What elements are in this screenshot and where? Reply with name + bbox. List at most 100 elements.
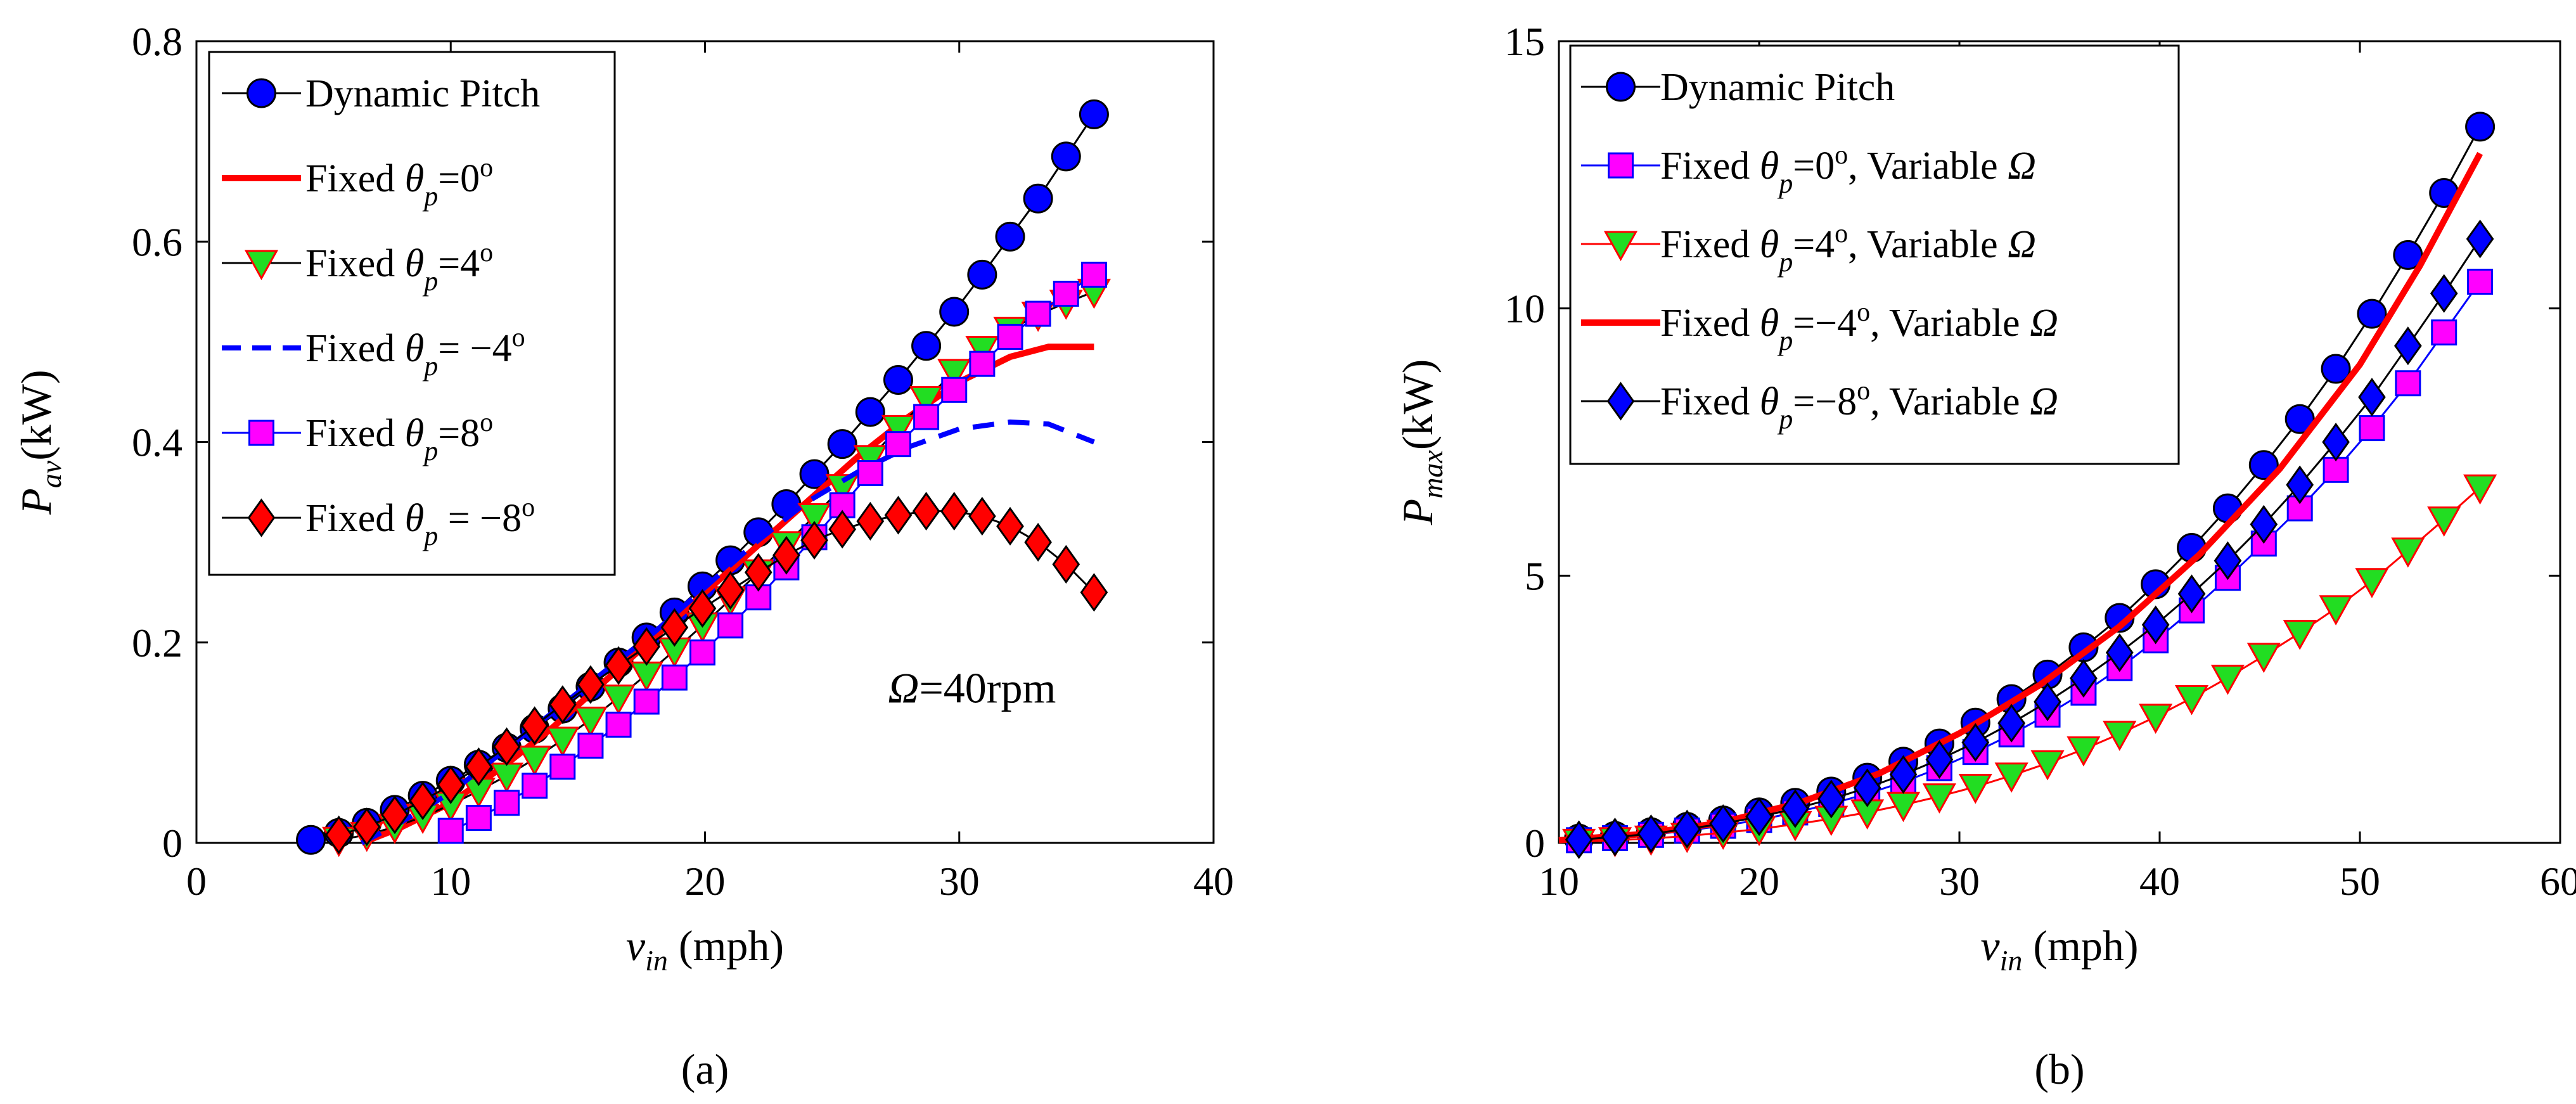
legend-label: Fixed θp=8o​ — [305, 408, 493, 466]
data-point — [577, 665, 605, 704]
x-axis-symbol: v — [626, 921, 646, 970]
data-point — [2393, 326, 2422, 366]
data-point — [965, 335, 999, 366]
data-point — [799, 459, 830, 489]
y-tick-label: 0 — [162, 821, 183, 866]
y-tick-label: 0.4 — [132, 420, 183, 465]
data-point — [1079, 99, 1109, 129]
data-point — [1023, 183, 1053, 214]
y-tick-label: 0.2 — [132, 620, 183, 665]
x-axis-label: vin (mph) — [1980, 921, 2138, 977]
legend-box — [208, 51, 616, 576]
data-point — [1024, 523, 1052, 562]
x-tick-label: 60 — [2540, 859, 2576, 904]
data-point — [629, 661, 663, 692]
annotation-symbol: Ω — [888, 664, 919, 712]
data-point — [1781, 789, 1809, 828]
y-tick-label: 10 — [1504, 286, 1545, 331]
data-point — [2395, 370, 2421, 397]
legend-marker — [244, 250, 279, 281]
legend-label: Fixed θp=0o​ — [305, 153, 493, 212]
data-point — [2284, 404, 2315, 434]
x-tick-label: 10 — [1539, 859, 1579, 904]
legend-label: Fixed θp = −8o​ — [305, 493, 535, 551]
data-point — [881, 414, 916, 446]
y-axis-label: Pmax(kW) — [1394, 359, 1449, 526]
data-point — [1997, 703, 2026, 743]
data-point — [1922, 783, 1956, 814]
legend-marker — [1606, 382, 1635, 421]
data-point — [1025, 300, 1051, 327]
data-point — [2248, 450, 2279, 480]
data-point — [1080, 261, 1107, 288]
data-point — [717, 612, 744, 639]
series-line — [360, 419, 1095, 845]
legend-box — [1569, 44, 2180, 465]
legend-label: Fixed θp=4o, Variable Ω — [1660, 219, 2036, 278]
data-point — [912, 492, 940, 531]
data-point — [800, 520, 828, 560]
legend-marker — [1608, 152, 1634, 179]
legend-marker — [1606, 72, 1636, 102]
x-axis-unit: (mph) — [668, 921, 784, 970]
data-point — [939, 297, 970, 327]
data-point — [2431, 319, 2457, 346]
data-point — [2103, 721, 2137, 752]
y-axis-symbol: P — [1394, 499, 1442, 526]
x-tick-label: 40 — [1193, 859, 1234, 904]
legend-entry: Fixed θp=0o​ — [222, 153, 493, 212]
x-axis-symbol: v — [1980, 921, 2000, 970]
y-axis-label: Pav(kW) — [12, 369, 67, 515]
data-point — [489, 762, 524, 793]
data-point — [518, 745, 552, 776]
legend-entry: Fixed θp=0o, Variable Ω — [1581, 141, 2036, 199]
annotation: Ω=40rpm — [888, 664, 1056, 712]
data-point — [2214, 541, 2242, 581]
data-point — [605, 646, 632, 685]
legend-entry: Fixed θp=4o, Variable Ω — [1581, 219, 2036, 278]
data-point — [465, 747, 493, 786]
data-point — [913, 404, 940, 430]
data-point — [995, 221, 1025, 252]
plot-frame — [1558, 40, 2561, 844]
legend-label: Dynamic Pitch — [305, 72, 540, 115]
data-point — [548, 685, 577, 724]
data-point — [1709, 804, 1737, 844]
x-tick-label: 40 — [2139, 859, 2180, 904]
data-point — [465, 804, 492, 831]
y-axis-unit: (kW) — [1394, 359, 1442, 450]
data-point — [911, 331, 942, 361]
data-point — [2319, 595, 2353, 626]
data-point — [884, 496, 913, 535]
data-point — [909, 386, 944, 416]
series-line — [1579, 487, 2481, 843]
data-point — [2139, 703, 2173, 735]
legend-entry: Fixed θp=4o​ — [222, 238, 493, 297]
data-point — [937, 359, 971, 389]
y-tick-label: 0.8 — [132, 19, 183, 64]
data-point — [2105, 633, 2134, 672]
data-point — [2323, 456, 2349, 483]
data-point — [2177, 574, 2206, 613]
data-point — [2283, 620, 2317, 650]
data-point — [1053, 280, 1079, 307]
data-point — [2466, 219, 2494, 259]
legend-entry: Fixed θp= −4o​ — [222, 323, 525, 382]
data-point — [324, 815, 353, 854]
data-point — [996, 506, 1024, 546]
x-tick-label: 30 — [939, 859, 980, 904]
data-point — [857, 460, 883, 487]
data-point — [2357, 298, 2387, 329]
series-4 — [360, 419, 1095, 845]
data-point — [2175, 684, 2209, 716]
series-5 — [1565, 219, 2494, 859]
data-point — [772, 536, 800, 575]
data-point — [633, 688, 660, 715]
data-point — [2070, 658, 2098, 698]
data-point — [2391, 537, 2425, 568]
legend-marker — [1603, 231, 1638, 262]
y-axis-subscript: max — [1416, 450, 1449, 499]
data-point — [2141, 605, 2170, 645]
data-point — [2467, 269, 2494, 295]
data-point — [1080, 573, 1108, 612]
